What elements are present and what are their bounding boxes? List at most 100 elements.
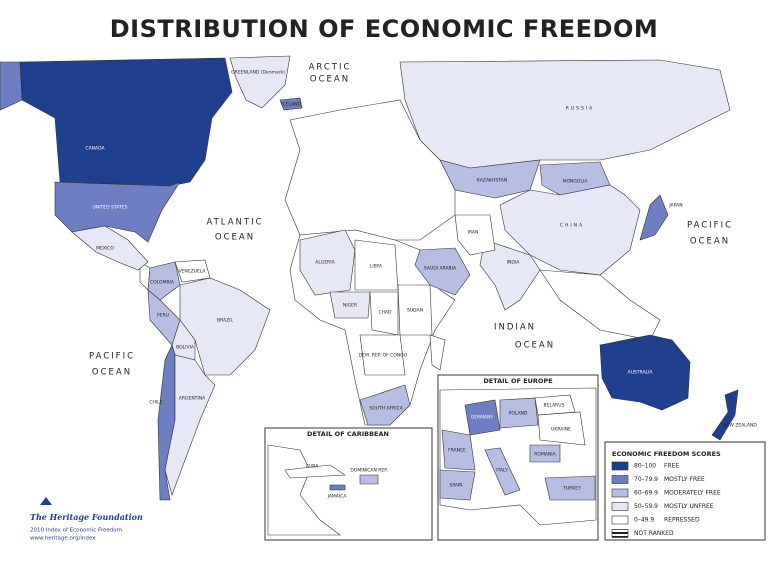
region-label: SUDAN [407, 308, 423, 314]
footer-line: 2010 Index of Economic Freedom [30, 528, 122, 534]
region [147, 261, 181, 301]
region-label: RUSSIA [566, 106, 595, 112]
region-label: MEXICO [96, 246, 114, 252]
region [284, 464, 346, 479]
ocean-label: INDIAN [494, 323, 536, 333]
region [164, 354, 216, 496]
caribbean-inset: DETAIL OF CARIBBEAN CUBA DOMINICAN REP. … [264, 427, 433, 541]
region-label: COLOMBIA [150, 280, 175, 286]
region-label: CHAD [378, 310, 392, 316]
legend-range: 0–49.9 [634, 517, 654, 524]
region [399, 59, 731, 169]
region [544, 475, 596, 501]
region [499, 397, 539, 429]
region [359, 334, 406, 376]
ocean-label: ARCTIC [309, 63, 352, 73]
region-label: INDIA [507, 260, 520, 266]
region [639, 194, 669, 241]
legend-label: MODERATELY FREE [664, 490, 721, 497]
footer-line: www.heritage.org/index [30, 536, 96, 542]
ocean-label: PACIFIC [687, 221, 733, 231]
region [441, 429, 476, 471]
region-label: ROMANIA [534, 452, 556, 458]
region [479, 239, 541, 311]
region-labels: CANADA UNITED STATES MEXICO GREENLAND (D… [85, 70, 757, 429]
legend-swatch [611, 529, 629, 538]
legend-swatch [611, 475, 629, 484]
logo-bell [40, 497, 52, 505]
region [529, 444, 561, 463]
region [499, 184, 641, 276]
region-label: MONGOLIA [563, 179, 589, 185]
region [299, 229, 356, 296]
region [19, 57, 233, 187]
region-label: PERU [157, 313, 169, 319]
europe-inset: DETAIL OF EUROPE GERMANY POLAND FRANCE U… [437, 374, 599, 541]
legend-range: 50–59.9 [634, 503, 658, 510]
region [329, 484, 346, 491]
ocean-label: PACIFIC [89, 352, 135, 362]
region-label: CHILE [149, 400, 162, 406]
ocean-label: OCEAN [92, 368, 132, 378]
region [464, 399, 501, 436]
legend-frame [604, 441, 766, 541]
ocean-label: OCEAN [310, 75, 350, 85]
region [534, 394, 576, 416]
region-label: DEM. REP. OF CONGO [359, 353, 408, 359]
region [359, 474, 379, 485]
legend-range: 80–100 [634, 463, 656, 470]
region-label: CANADA [85, 146, 105, 152]
region [229, 55, 291, 109]
region-label: ALGERIA [315, 260, 335, 266]
region-label: NIGER [343, 303, 357, 309]
legend-swatch [611, 502, 629, 511]
region [0, 61, 23, 111]
legend-swatch [611, 461, 629, 471]
footer-org: The Heritage Foundation [30, 512, 143, 522]
ocean-labels: ARCTIC OCEAN ATLANTIC OCEAN PACIFIC OCEA… [89, 63, 733, 378]
region-label: JAMAICA [327, 494, 348, 500]
legend-range: 70–79.9 [634, 476, 658, 483]
legend-range: 60–69.9 [634, 490, 658, 497]
region-label: IRAN [468, 230, 479, 236]
region-label: DOMINICAN REP. [350, 468, 387, 474]
region-label: SOUTH AFRICA [369, 406, 404, 412]
region-label: TURKEY [562, 486, 581, 492]
region [71, 225, 149, 271]
region-label: JAPAN [668, 203, 682, 209]
region-label: POLAND [509, 411, 528, 417]
legend-label: MOSTLY UNFREE [664, 503, 714, 510]
region [414, 247, 471, 296]
region-label: CUBA [306, 464, 320, 470]
region [359, 384, 411, 426]
region-label: SAUDI ARABIA [424, 266, 457, 272]
region-label: BOLIVIA [176, 345, 195, 351]
region-label: UNITED STATES [93, 205, 128, 211]
region [484, 447, 521, 496]
ocean-label: OCEAN [690, 237, 730, 247]
region [599, 334, 691, 411]
ocean-label: OCEAN [215, 233, 255, 243]
region-label: LIBYA [370, 264, 383, 270]
legend: ECONOMIC FREEDOM SCORES 80–100 FREE 70–79.… [604, 441, 766, 541]
region-label: GREENLAND (Denmark) [231, 70, 285, 76]
legend-swatch [611, 488, 629, 498]
region-label: ARGENTINA [179, 396, 206, 402]
region-label: CHINA [560, 223, 584, 229]
legend-label: REPRESSED [664, 517, 700, 524]
title: DISTRIBUTION OF ECONOMIC FREEDOM [110, 15, 659, 43]
ocean-label: OCEAN [515, 341, 555, 351]
region-label: AUSTRALIA [628, 370, 654, 376]
region-label: VENEZUELA [178, 269, 206, 275]
region [454, 214, 496, 256]
inset-title: DETAIL OF CARIBBEAN [307, 430, 389, 438]
region-label: SPAIN [449, 483, 462, 489]
region-label: ITALY [496, 468, 508, 474]
legend-label: NOT RANKED [634, 530, 674, 537]
region [329, 291, 371, 319]
legend-label: MOSTLY FREE [664, 476, 705, 483]
legend-swatch [611, 515, 629, 525]
region [279, 97, 303, 111]
region-label: FRANCE [448, 448, 466, 454]
